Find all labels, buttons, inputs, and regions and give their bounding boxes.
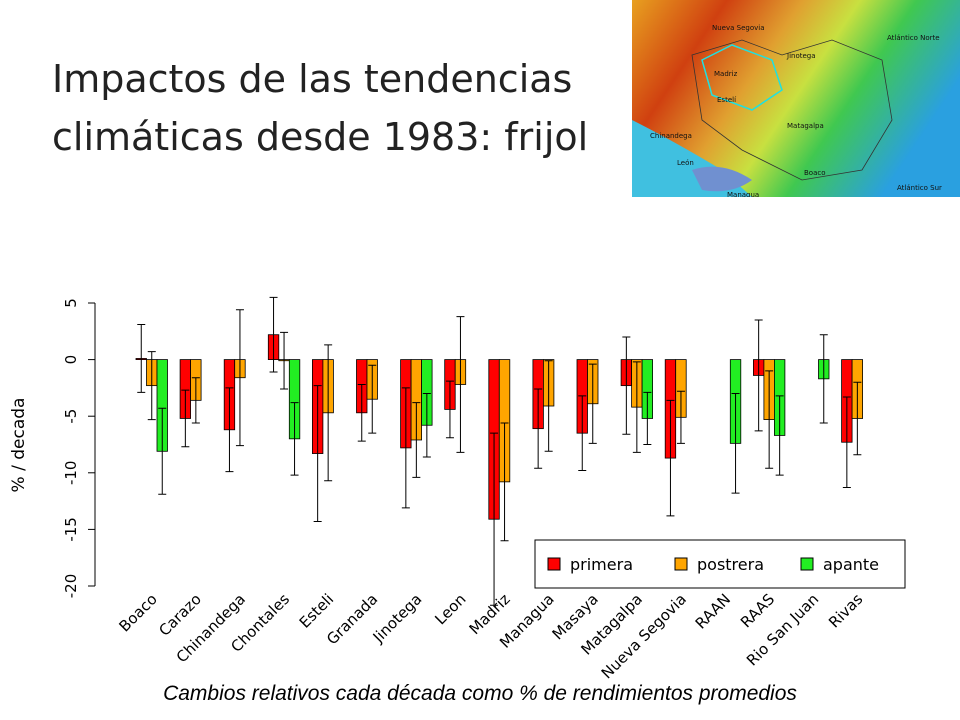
error-bar <box>775 395 784 476</box>
error-bar <box>632 361 641 453</box>
legend-swatch <box>547 557 561 571</box>
map-labels: Nueva Segovia Jinotega Madriz Estelí Chinand… <box>650 24 942 197</box>
legend-label: primera <box>570 555 633 574</box>
error-bar <box>290 402 299 476</box>
x-tick-label: RAAN <box>692 590 734 632</box>
map-label: Chinandega <box>650 132 692 140</box>
y-axis-label: % / decada <box>9 398 29 493</box>
map-label: Nueva Segovia <box>712 24 765 32</box>
error-bar <box>324 344 333 482</box>
x-tick-label: Boaco <box>116 590 161 635</box>
error-bar <box>853 381 862 456</box>
legend-label: postrera <box>697 555 764 574</box>
error-bar <box>819 334 828 424</box>
error-bar <box>842 396 851 489</box>
error-bar <box>181 389 190 448</box>
error-bar <box>401 387 410 509</box>
legend-swatch <box>674 557 688 571</box>
error-bar <box>445 380 454 439</box>
error-bar <box>765 370 774 469</box>
error-bar <box>147 351 156 421</box>
legend-box <box>534 539 906 589</box>
error-bar <box>456 316 465 453</box>
error-bar <box>368 364 377 434</box>
chart: % / decada 50-5-10-15-20BoacoCarazoChina… <box>9 296 906 680</box>
map-label: Estelí <box>717 96 737 104</box>
map-label: Managua <box>727 191 759 197</box>
title-line: climáticas desde 1983: frijol <box>52 115 589 159</box>
error-bar <box>357 384 366 442</box>
x-tick-label: RAAS <box>737 590 778 631</box>
error-bar <box>158 407 167 495</box>
error-bar <box>588 363 597 444</box>
error-bar <box>490 432 499 606</box>
legend: primera postrera apante <box>534 539 906 589</box>
y-tick-label: 0 <box>62 355 80 365</box>
x-tick-label: Leon <box>431 590 469 628</box>
y-tick-label: 5 <box>62 298 80 308</box>
y-tick-label: -5 <box>62 409 80 424</box>
slide-title: Impactos de las tendencias climáticas de… <box>52 50 588 166</box>
title-line: Impactos de las tendencias <box>52 57 573 101</box>
error-bar <box>500 422 509 542</box>
legend-label: apante <box>823 555 879 574</box>
error-bar <box>676 390 685 444</box>
map-label: Madriz <box>714 70 738 78</box>
error-bar <box>137 324 146 393</box>
map-region <box>701 44 783 111</box>
map-label: Atlántico Norte <box>887 34 940 42</box>
legend-swatch <box>800 557 814 571</box>
x-tick-label: Esteli <box>296 590 338 632</box>
map: Nueva Segovia Jinotega Madriz Estelí Chinand… <box>632 0 960 197</box>
map-borders <box>691 39 893 181</box>
y-tick-label: -10 <box>62 461 80 486</box>
error-bar <box>578 395 587 472</box>
error-bar <box>280 331 289 390</box>
map-label: Atlántico Sur <box>897 184 942 192</box>
error-bar <box>412 402 421 478</box>
error-bar <box>422 393 431 458</box>
error-bar <box>235 309 244 447</box>
map-lake <box>692 166 752 192</box>
error-bar <box>544 360 553 452</box>
error-bar <box>269 296 278 373</box>
error-bar <box>225 387 234 473</box>
x-tick-label: Jinotega <box>369 590 426 647</box>
error-bar <box>643 391 652 445</box>
error-bar <box>191 377 200 424</box>
error-bar <box>754 319 763 432</box>
map-label: Boaco <box>804 169 826 177</box>
x-tick-label: Rivas <box>825 590 866 631</box>
map-label: León <box>677 159 694 167</box>
y-tick-label: -20 <box>62 574 80 599</box>
error-bar <box>534 388 543 469</box>
y-tick-label: -15 <box>62 517 80 542</box>
map-label: Matagalpa <box>787 122 824 130</box>
map-label: Jinotega <box>786 52 816 60</box>
caption: Cambios relativos cada década como % de … <box>163 682 797 705</box>
error-bar <box>313 385 322 522</box>
error-bar <box>666 399 675 517</box>
error-bar <box>622 336 631 435</box>
error-bar <box>731 393 740 494</box>
